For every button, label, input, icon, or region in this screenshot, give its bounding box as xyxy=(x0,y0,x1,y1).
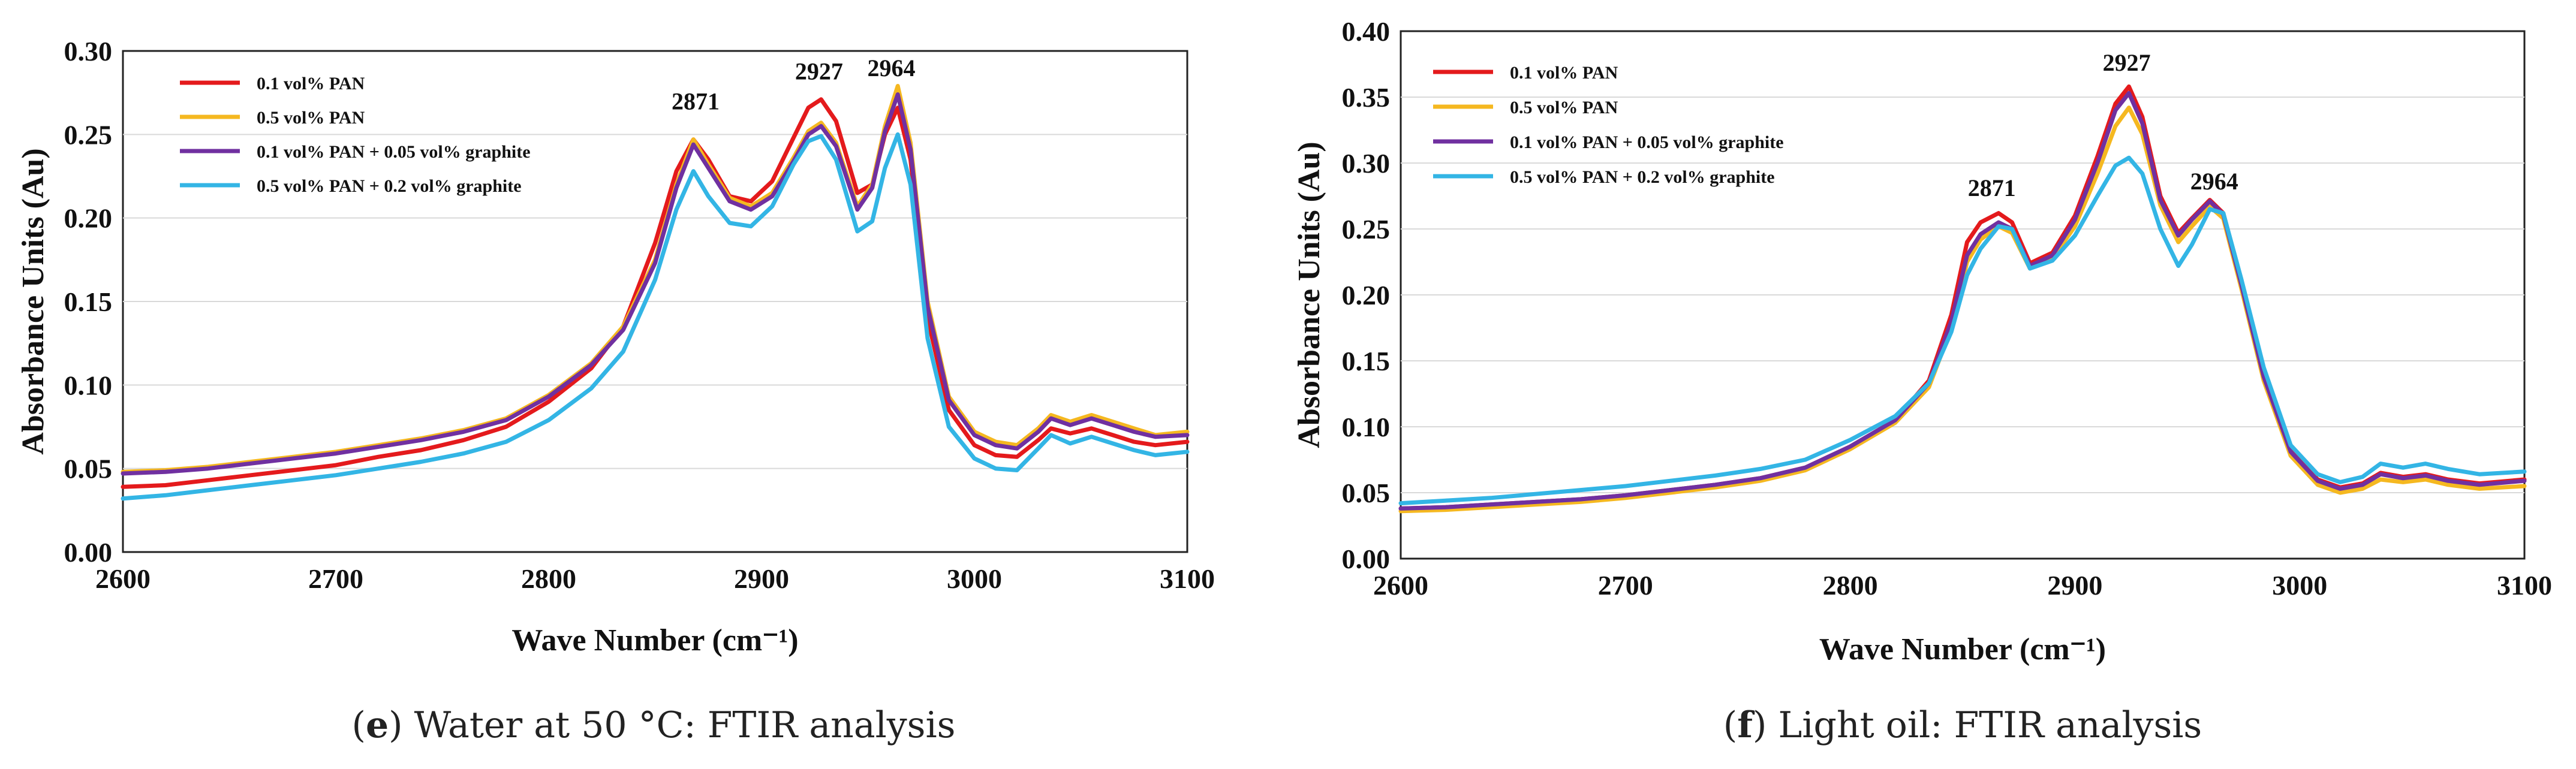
peak-label: 2927 xyxy=(2103,49,2151,76)
y-tick-label: 0.40 xyxy=(1342,16,1391,47)
x-tick-label: 3100 xyxy=(1160,563,1215,594)
x-tick-label: 2600 xyxy=(1373,570,1428,601)
chart-panel-e: 0.00 0.05 0.10 0.15 0.20 0.25 0.30 2600 2700 280… xyxy=(16,36,1215,746)
x-tick-label: 3000 xyxy=(2272,570,2327,601)
y-tick-label: 0.10 xyxy=(64,370,113,400)
y-tick-label: 0.15 xyxy=(1342,346,1391,376)
legend-label: 0.1 vol% PAN + 0.05 vol% graphite xyxy=(1510,132,1784,152)
x-tick-label: 3100 xyxy=(2497,570,2552,601)
y-tick-label: 0.00 xyxy=(1342,544,1391,574)
y-tick-labels-f: 0.00 0.05 0.10 0.15 0.20 0.25 0.30 0.35 0.40 xyxy=(1342,16,1391,574)
x-tick-label: 2900 xyxy=(734,563,789,594)
x-tick-label: 2600 xyxy=(95,563,151,594)
y-tick-labels-e: 0.00 0.05 0.10 0.15 0.20 0.25 0.30 xyxy=(64,36,113,568)
legend-label: 0.5 vol% PAN xyxy=(257,108,365,128)
caption-letter-f: f xyxy=(1737,704,1755,746)
x-tick-label: 3000 xyxy=(947,563,1002,594)
legend-f: 0.1 vol% PAN 0.5 vol% PAN 0.1 vol% PAN + 0… xyxy=(1433,63,1784,187)
peak-label: 2964 xyxy=(868,55,916,82)
peak-label: 2964 xyxy=(2190,168,2238,195)
x-axis-title-f: Wave Number (cm⁻¹) xyxy=(1819,632,2106,667)
series-line xyxy=(1398,105,2527,514)
peak-labels-f: 2871 2927 2964 xyxy=(1968,49,2238,201)
y-tick-label: 0.00 xyxy=(64,537,113,568)
caption-f: (f) Light oil: FTIR analysis xyxy=(1723,704,2202,746)
legend-label: 0.1 vol% PAN + 0.05 vol% graphite xyxy=(257,142,531,162)
x-tick-label: 2700 xyxy=(1598,570,1653,601)
series-line xyxy=(121,97,1190,489)
peak-label: 2871 xyxy=(1968,174,2016,201)
peak-label: 2871 xyxy=(672,88,720,115)
legend-label: 0.5 vol% PAN xyxy=(1510,98,1618,117)
caption-e: (e) Water at 50 °C: FTIR analysis xyxy=(352,704,956,746)
caption-letter-e: e xyxy=(366,704,389,746)
caption-text-e: Water at 50 °C: FTIR analysis xyxy=(403,704,956,746)
y-tick-label: 0.05 xyxy=(64,454,113,484)
peak-labels-e: 2871 2927 2964 xyxy=(672,55,916,115)
x-tick-label: 2900 xyxy=(2047,570,2102,601)
y-axis-title-e: Absorbance Units (Au) xyxy=(16,148,50,454)
y-tick-label: 0.25 xyxy=(64,119,113,150)
series-line xyxy=(1398,155,2527,506)
legend-label: 0.1 vol% PAN xyxy=(1510,63,1618,83)
y-tick-label: 0.25 xyxy=(1342,214,1391,245)
caption-text-f: Light oil: FTIR analysis xyxy=(1767,704,2202,746)
series-group-f xyxy=(1398,84,2527,514)
legend-e: 0.1 vol% PAN 0.5 vol% PAN 0.1 vol% PAN + 0… xyxy=(180,74,531,196)
y-tick-label: 0.20 xyxy=(1342,280,1391,310)
x-tick-label: 2800 xyxy=(521,563,576,594)
legend-label: 0.5 vol% PAN + 0.2 vol% graphite xyxy=(1510,167,1775,187)
y-axis-title-f: Absorbance Units (Au) xyxy=(1292,141,1326,448)
peak-label: 2927 xyxy=(795,58,843,85)
series-line xyxy=(1398,91,2527,511)
x-tick-labels-f: 2600 2700 2800 2900 3000 3100 xyxy=(1373,570,2552,601)
x-tick-label: 2700 xyxy=(308,563,363,594)
y-tick-label: 0.10 xyxy=(1342,412,1391,442)
y-tick-label: 0.20 xyxy=(64,203,113,234)
series-line xyxy=(121,132,1190,501)
y-tick-label: 0.15 xyxy=(64,287,113,317)
y-tick-label: 0.35 xyxy=(1342,82,1391,113)
y-tick-label: 0.05 xyxy=(1342,478,1391,508)
x-axis-title-e: Wave Number (cm⁻¹) xyxy=(511,623,798,658)
y-tick-label: 0.30 xyxy=(1342,148,1391,179)
legend-label: 0.5 vol% PAN + 0.2 vol% graphite xyxy=(257,176,522,196)
x-tick-label: 2800 xyxy=(1823,570,1878,601)
y-tick-label: 0.30 xyxy=(64,36,113,67)
x-tick-labels-e: 2600 2700 2800 2900 3000 3100 xyxy=(95,563,1215,594)
legend-label: 0.1 vol% PAN xyxy=(257,74,365,94)
chart-panel-f: 0.00 0.05 0.10 0.15 0.20 0.25 0.30 0.35 0.40 260… xyxy=(1292,16,2552,746)
series-line xyxy=(121,92,1190,476)
series-group-e xyxy=(121,84,1190,501)
